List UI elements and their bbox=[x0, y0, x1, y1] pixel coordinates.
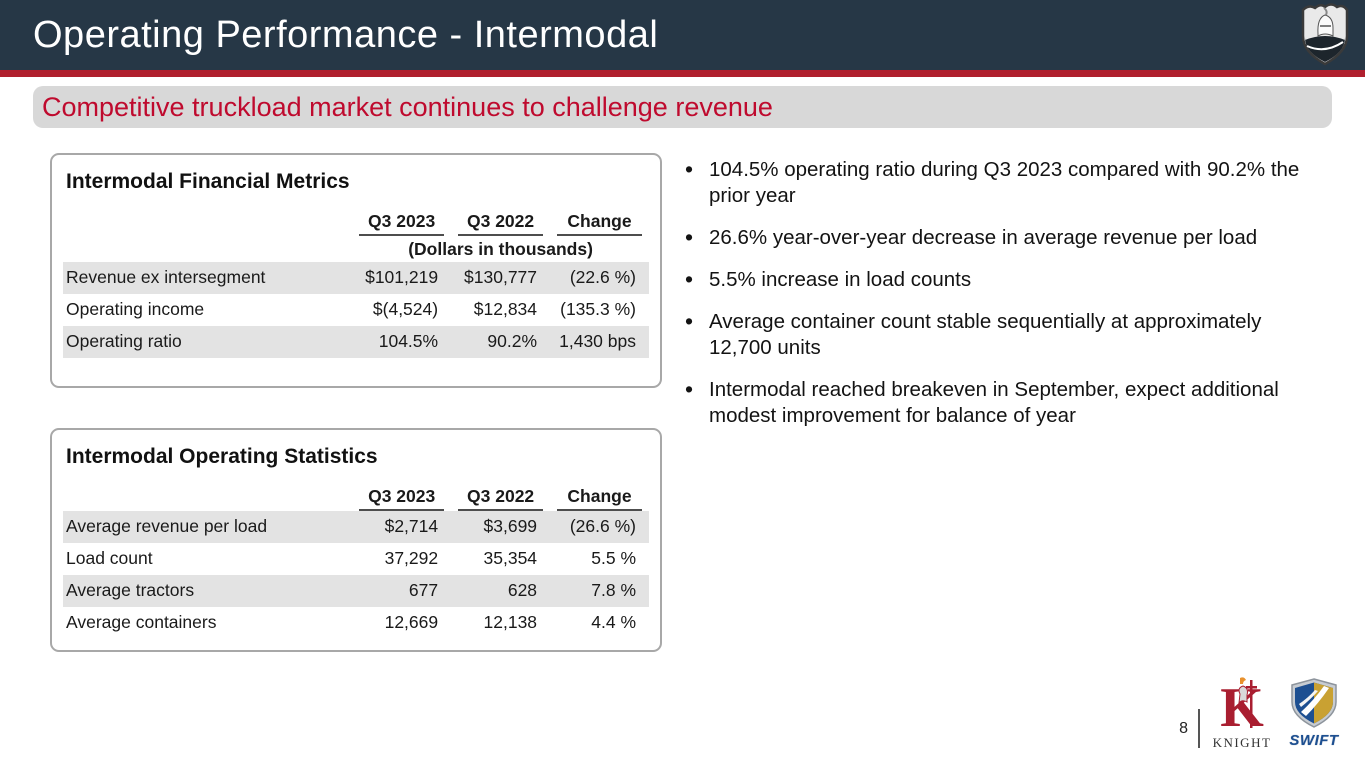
table-cell: 7.8 % bbox=[591, 580, 636, 600]
table-cell: $(4,524) bbox=[372, 299, 439, 319]
footer-divider bbox=[1198, 709, 1200, 748]
table-title: Intermodal Financial Metrics bbox=[66, 170, 350, 193]
table-cell: $2,714 bbox=[384, 516, 439, 536]
column-header: Q3 2023 bbox=[352, 484, 451, 511]
row-label: Average revenue per load bbox=[66, 516, 268, 536]
table-note-spacer bbox=[63, 236, 352, 262]
table-cell: $3,699 bbox=[483, 516, 538, 536]
financial-metrics-table: Q3 2023 Q3 2022 Change (Dollars in thousand… bbox=[63, 209, 649, 358]
knight-logo: K KNIGHT bbox=[1205, 676, 1279, 750]
table-cell: 4.4 % bbox=[591, 612, 636, 632]
subtitle-banner: Competitive truckload market continues t… bbox=[33, 86, 1332, 128]
table-header-row: Q3 2023 Q3 2022 Change bbox=[63, 209, 649, 236]
table-cell: $130,777 bbox=[464, 267, 538, 287]
table-note: (Dollars in thousands) bbox=[408, 239, 593, 259]
table-cell: $12,834 bbox=[473, 299, 538, 319]
bullet-item: 104.5% operating ratio during Q3 2023 co… bbox=[684, 156, 1309, 209]
row-label: Average tractors bbox=[66, 580, 195, 600]
swift-logo: SWIFT bbox=[1284, 678, 1344, 749]
operating-statistics-card: Intermodal Operating Statistics Q3 2023 Q… bbox=[50, 428, 662, 652]
table-row: Operating income $(4,524) $12,834 (135.3 %) bbox=[63, 294, 649, 326]
table-header-row: Q3 2023 Q3 2022 Change bbox=[63, 484, 649, 511]
table-header-blank bbox=[63, 484, 352, 511]
row-label: Operating ratio bbox=[66, 331, 182, 351]
column-header: Q3 2023 bbox=[352, 209, 451, 236]
column-header: Change bbox=[550, 209, 649, 236]
header-bar: Operating Performance - Intermodal bbox=[0, 0, 1365, 70]
table-cell: 35,354 bbox=[483, 548, 538, 568]
accent-stripe bbox=[0, 70, 1365, 77]
table-header-blank bbox=[63, 209, 352, 236]
swift-shield-icon bbox=[1291, 678, 1337, 728]
column-header: Change bbox=[550, 484, 649, 511]
svg-text:K: K bbox=[1220, 677, 1264, 732]
table-cell: 104.5% bbox=[378, 331, 439, 351]
knight-shield-icon bbox=[1295, 2, 1355, 73]
table-cell: 90.2% bbox=[487, 331, 538, 351]
operating-statistics-table: Q3 2023 Q3 2022 Change Average revenue per … bbox=[63, 484, 649, 639]
knight-wordmark: KNIGHT bbox=[1212, 735, 1272, 750]
table-cell: (22.6 %) bbox=[569, 267, 636, 287]
bullet-list: 104.5% operating ratio during Q3 2023 co… bbox=[684, 156, 1309, 445]
table-title: Intermodal Operating Statistics bbox=[66, 445, 378, 468]
financial-metrics-card: Intermodal Financial Metrics Q3 2023 Q3 2… bbox=[50, 153, 662, 388]
bullet-item: 26.6% year-over-year decrease in average… bbox=[684, 224, 1309, 251]
table-row: Revenue ex intersegment $101,219 $130,777 (… bbox=[63, 262, 649, 294]
swift-wordmark: SWIFT bbox=[1289, 732, 1339, 749]
table-cell: (135.3 %) bbox=[560, 299, 636, 319]
row-label: Operating income bbox=[66, 299, 205, 319]
row-label: Average containers bbox=[66, 612, 217, 632]
bullet-item: 5.5% increase in load counts bbox=[684, 266, 1309, 293]
table-row: Operating ratio 104.5% 90.2% 1,430 bps bbox=[63, 326, 649, 358]
knight-k-icon: K bbox=[1220, 677, 1264, 739]
table-row: Average tractors 677 628 7.8 % bbox=[63, 575, 649, 607]
table-row: Average revenue per load $2,714 $3,699 (26.… bbox=[63, 511, 649, 543]
table-note-row: (Dollars in thousands) bbox=[63, 236, 649, 262]
row-label: Load count bbox=[66, 548, 153, 568]
table-cell: 1,430 bps bbox=[559, 331, 636, 351]
table-cell: 12,669 bbox=[384, 612, 439, 632]
table-cell: 12,138 bbox=[483, 612, 538, 632]
table-cell: 5.5 % bbox=[591, 548, 636, 568]
subtitle-text: Competitive truckload market continues t… bbox=[42, 91, 773, 122]
page-title: Operating Performance - Intermodal bbox=[33, 13, 659, 56]
bullet-item: Average container count stable sequentia… bbox=[684, 308, 1309, 361]
row-label: Revenue ex intersegment bbox=[66, 267, 266, 287]
table-cell: 677 bbox=[408, 580, 439, 600]
page-number: 8 bbox=[1179, 720, 1188, 737]
table-cell: 37,292 bbox=[384, 548, 439, 568]
table-row: Average containers 12,669 12,138 4.4 % bbox=[63, 607, 649, 639]
column-header: Q3 2022 bbox=[451, 209, 550, 236]
column-header: Q3 2022 bbox=[451, 484, 550, 511]
table-row: Load count 37,292 35,354 5.5 % bbox=[63, 543, 649, 575]
table-cell: (26.6 %) bbox=[569, 516, 636, 536]
table-cell: 628 bbox=[507, 580, 538, 600]
bullet-item: Intermodal reached breakeven in Septembe… bbox=[684, 376, 1309, 429]
table-cell: $101,219 bbox=[365, 267, 439, 287]
